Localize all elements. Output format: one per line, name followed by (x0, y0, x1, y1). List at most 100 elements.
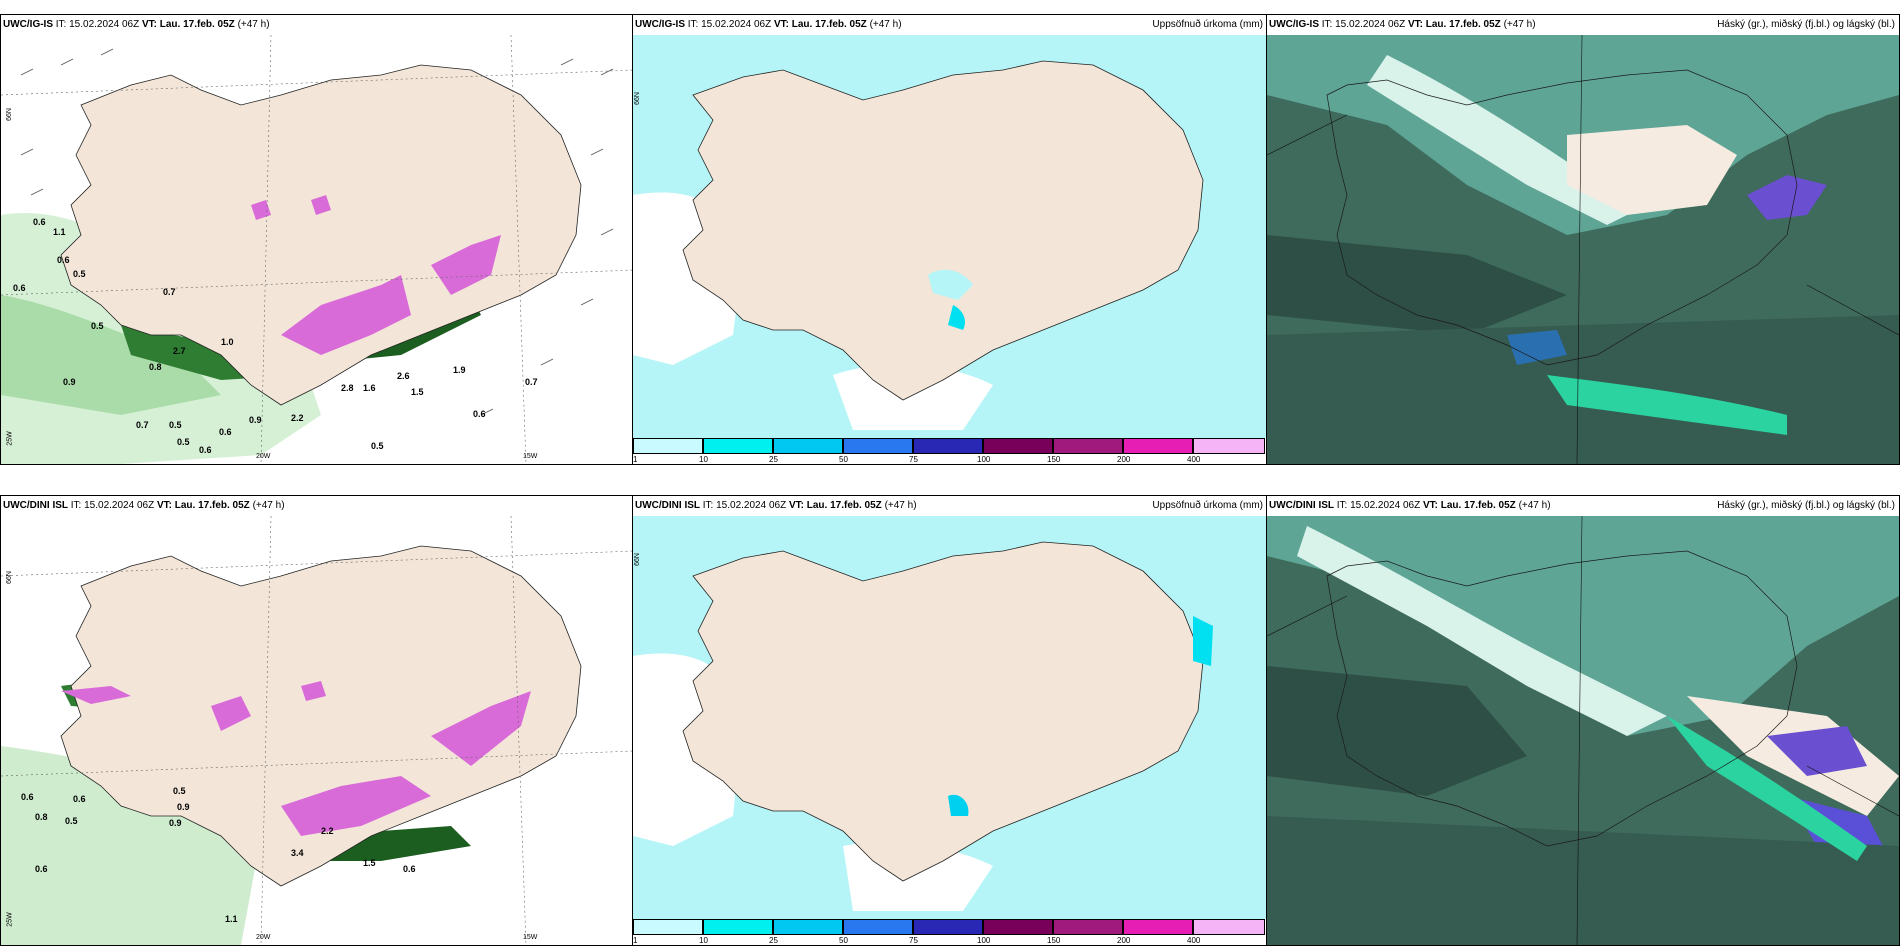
precip-value-label: 0.7 (525, 377, 538, 387)
cloud-cover-map-dini: UWC/DINI ISL IT: 15.02.2024 06Z VT: Lau.… (1266, 495, 1900, 946)
colorbar-tick: 100 (977, 455, 991, 464)
colorbar-segment (843, 438, 913, 454)
colorbar-segment (773, 438, 843, 454)
precip-value-label: 0.8 (149, 362, 162, 372)
map-canvas (633, 35, 1267, 438)
precip-accum-map-igis: UWC/IG-IS IT: 15.02.2024 06Z VT: Lau. 17… (632, 14, 1268, 465)
colorbar-segment (703, 919, 773, 935)
colorbar: 1 10 25 50 75 100 150 200 400 (633, 438, 1267, 464)
cloud-cover-map-igis: UWC/IG-IS IT: 15.02.2024 06Z VT: Lau. 17… (1266, 14, 1900, 465)
axis-lat-label: 66N (5, 571, 13, 584)
precip-value-label: 0.5 (169, 420, 182, 430)
precip-value-label: 2.7 (173, 346, 186, 356)
precip-value-label: 2.8 (341, 383, 354, 393)
colorbar-segment (1053, 438, 1123, 454)
precip-value-label: 0.9 (63, 377, 76, 387)
panel-title: Háský (gr.), miðský (fj.bl.) og lágský (… (1717, 500, 1895, 511)
wind-precip-map-igis: UWC/IG-IS IT: 15.02.2024 06Z VT: Lau. 17… (0, 14, 634, 465)
panel-title: Uppsöfnuð úrkoma (mm) (1152, 500, 1263, 511)
precip-value-label: 0.5 (91, 321, 104, 331)
axis-lon-label: 20W (256, 934, 271, 941)
colorbar-segment (773, 919, 843, 935)
colorbar-tick: 10 (699, 936, 708, 945)
precip-value-label: 2.2 (321, 826, 334, 836)
axis-lat-label: 66N (633, 553, 641, 566)
colorbar-tick: 400 (1187, 936, 1201, 945)
colorbar-segment (633, 438, 703, 454)
colorbar-tick: 400 (1187, 455, 1201, 464)
precip-value-label: 1.5 (363, 858, 376, 868)
precip-value-label: 0.6 (73, 794, 86, 804)
precip-value-label: 0.6 (57, 255, 70, 265)
precip-value-label: 0.8 (35, 812, 48, 822)
precip-value-label: 0.5 (65, 816, 78, 826)
panel-header: UWC/IG-IS IT: 15.02.2024 06Z VT: Lau. 17… (3, 19, 270, 30)
precip-value-label: 0.6 (33, 217, 46, 227)
precip-value-label: 2.2 (291, 413, 304, 423)
panel-title: Háský (gr.), miðský (fj.bl.) og lágský (… (1717, 19, 1895, 30)
panel-header: UWC/IG-IS IT: 15.02.2024 06Z VT: Lau. 17… (1267, 15, 1899, 35)
map-canvas (633, 516, 1267, 919)
colorbar-segment (1193, 438, 1265, 454)
map-canvas (1, 35, 633, 464)
colorbar-tick: 25 (769, 455, 778, 464)
colorbar-tick: 50 (839, 936, 848, 945)
colorbar-tick: 50 (839, 455, 848, 464)
precip-value-label: 0.9 (177, 802, 190, 812)
axis-lon-label: 20W (256, 453, 271, 460)
colorbar-tick: 75 (909, 455, 918, 464)
map-canvas (1, 516, 633, 945)
precip-value-label: 1.1 (53, 227, 66, 237)
precip-value-label: 0.6 (219, 427, 232, 437)
colorbar-tick: 10 (699, 455, 708, 464)
colorbar-segment (1123, 438, 1193, 454)
colorbar-tick: 75 (909, 936, 918, 945)
precip-value-label: 0.9 (169, 818, 182, 828)
axis-lon-label: 15W (523, 934, 538, 941)
colorbar-segment (1123, 919, 1193, 935)
precip-value-label: 0.6 (403, 864, 416, 874)
colorbar-segment (703, 438, 773, 454)
wind-precip-map-dini: UWC/DINI ISL IT: 15.02.2024 06Z VT: Lau.… (0, 495, 634, 946)
precip-value-label: 0.5 (73, 269, 86, 279)
colorbar-segment (1193, 919, 1265, 935)
colorbar-tick: 200 (1117, 936, 1131, 945)
precip-value-label: 0.6 (199, 445, 212, 455)
panel-header: UWC/DINI ISL IT: 15.02.2024 06Z VT: Lau.… (3, 500, 285, 511)
precip-value-label: 1.9 (453, 365, 466, 375)
axis-lat-label: 66N (633, 92, 641, 105)
precip-value-label: 0.5 (177, 437, 190, 447)
precip-value-label: 0.6 (13, 283, 26, 293)
colorbar-tick: 150 (1047, 455, 1061, 464)
precip-value-label: 0.9 (249, 415, 262, 425)
precip-value-label: 0.7 (163, 287, 176, 297)
panel-header: UWC/DINI ISL IT: 15.02.2024 06Z VT: Lau.… (633, 496, 1267, 516)
panel-title: Uppsöfnuð úrkoma (mm) (1152, 19, 1263, 30)
axis-lon-label: 15W (523, 453, 538, 460)
colorbar-segment (983, 919, 1053, 935)
colorbar: 1 10 25 50 75 100 150 200 400 (633, 919, 1267, 945)
axis-lat-label: 66N (5, 108, 13, 121)
colorbar-segment (843, 919, 913, 935)
precip-accum-map-dini: UWC/DINI ISL IT: 15.02.2024 06Z VT: Lau.… (632, 495, 1268, 946)
precip-value-label: 1.5 (411, 387, 424, 397)
precip-value-label: 2.6 (397, 371, 410, 381)
precip-value-label: 0.7 (136, 420, 149, 430)
precip-value-label: 0.5 (173, 786, 186, 796)
panel-header: UWC/DINI ISL IT: 15.02.2024 06Z VT: Lau.… (1267, 496, 1899, 516)
colorbar-tick: 1 (633, 936, 638, 945)
axis-lon-label: 25W (6, 431, 14, 446)
axis-lon-label: 25W (6, 912, 14, 927)
precip-value-label: 1.0 (221, 337, 234, 347)
precip-value-label: 0.6 (473, 409, 486, 419)
colorbar-segment (913, 919, 983, 935)
colorbar-tick: 100 (977, 936, 991, 945)
colorbar-segment (913, 438, 983, 454)
colorbar-tick: 25 (769, 936, 778, 945)
precip-value-label: 3.4 (291, 848, 304, 858)
colorbar-tick: 150 (1047, 936, 1061, 945)
map-canvas (1267, 516, 1899, 945)
precip-value-label: 1.6 (363, 383, 376, 393)
colorbar-segment (983, 438, 1053, 454)
precip-value-label: 1.1 (225, 914, 238, 924)
